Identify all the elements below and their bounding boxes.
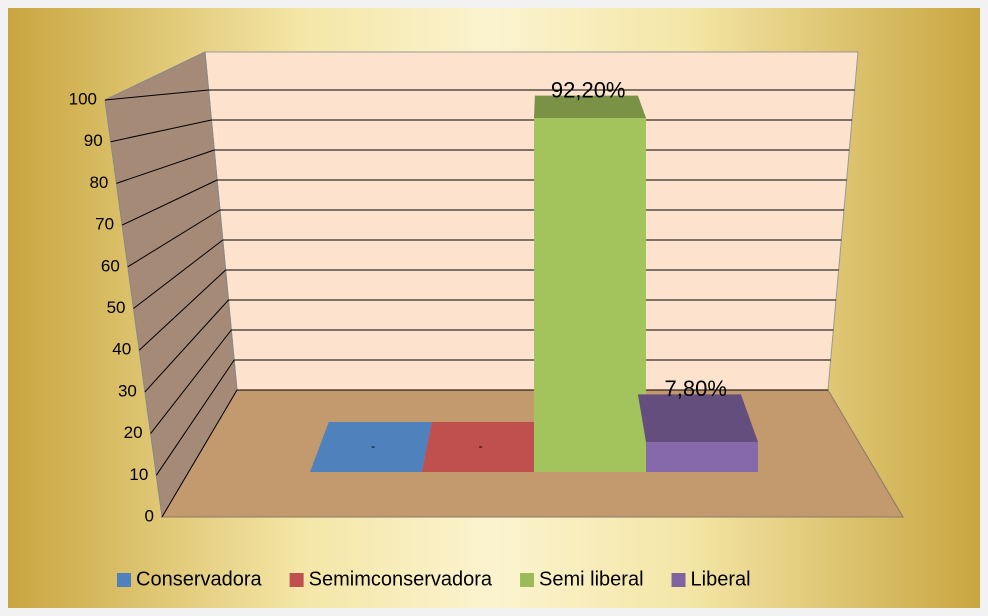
bar-top xyxy=(534,95,646,118)
legend-label: Liberal xyxy=(691,568,751,590)
value-label: 7,80% xyxy=(665,376,727,401)
y-tick-label: 40 xyxy=(112,340,131,359)
side-grid-line xyxy=(155,359,235,476)
bar-top xyxy=(637,394,758,443)
legend-swatch xyxy=(671,573,686,587)
legend-swatch xyxy=(520,573,535,587)
side-grid-line xyxy=(127,209,221,268)
side-grid-line xyxy=(138,269,226,351)
side-grid-line xyxy=(144,299,229,393)
y-tick-label: 60 xyxy=(101,256,120,275)
y-tick-label: 50 xyxy=(107,298,126,317)
value-label: - xyxy=(371,439,375,453)
y-tick-label: 20 xyxy=(124,423,143,442)
y-tick-label: 10 xyxy=(129,465,148,484)
legend-swatch xyxy=(289,573,304,587)
bar-top xyxy=(310,422,432,472)
legend-label: Semi liberal xyxy=(539,568,643,590)
y-tick-label: 70 xyxy=(95,215,114,234)
side-grid-line xyxy=(110,119,212,143)
legend-label: Semimconservadora xyxy=(309,568,493,590)
side-grid-line xyxy=(150,329,232,434)
y-tick-label: 30 xyxy=(118,381,137,400)
side-grid-line xyxy=(133,239,224,309)
y-tick-label: 0 xyxy=(145,506,154,525)
back-wall xyxy=(204,51,859,391)
side-grid-line xyxy=(121,179,218,226)
value-label: 92,20% xyxy=(551,77,626,102)
bar-front xyxy=(646,442,758,472)
legend-label: Conservadora xyxy=(136,568,263,590)
bar-top xyxy=(422,422,535,472)
y-tick-label: 90 xyxy=(84,131,103,150)
y-tick-label: 100 xyxy=(69,89,97,108)
value-label: - xyxy=(479,439,483,453)
side-grid-line xyxy=(104,89,209,101)
side-grid-line xyxy=(116,149,215,184)
y-tick-label: 80 xyxy=(89,173,108,192)
side-grid-line xyxy=(161,389,238,518)
legend-swatch xyxy=(117,573,131,587)
bar-front xyxy=(534,117,646,473)
